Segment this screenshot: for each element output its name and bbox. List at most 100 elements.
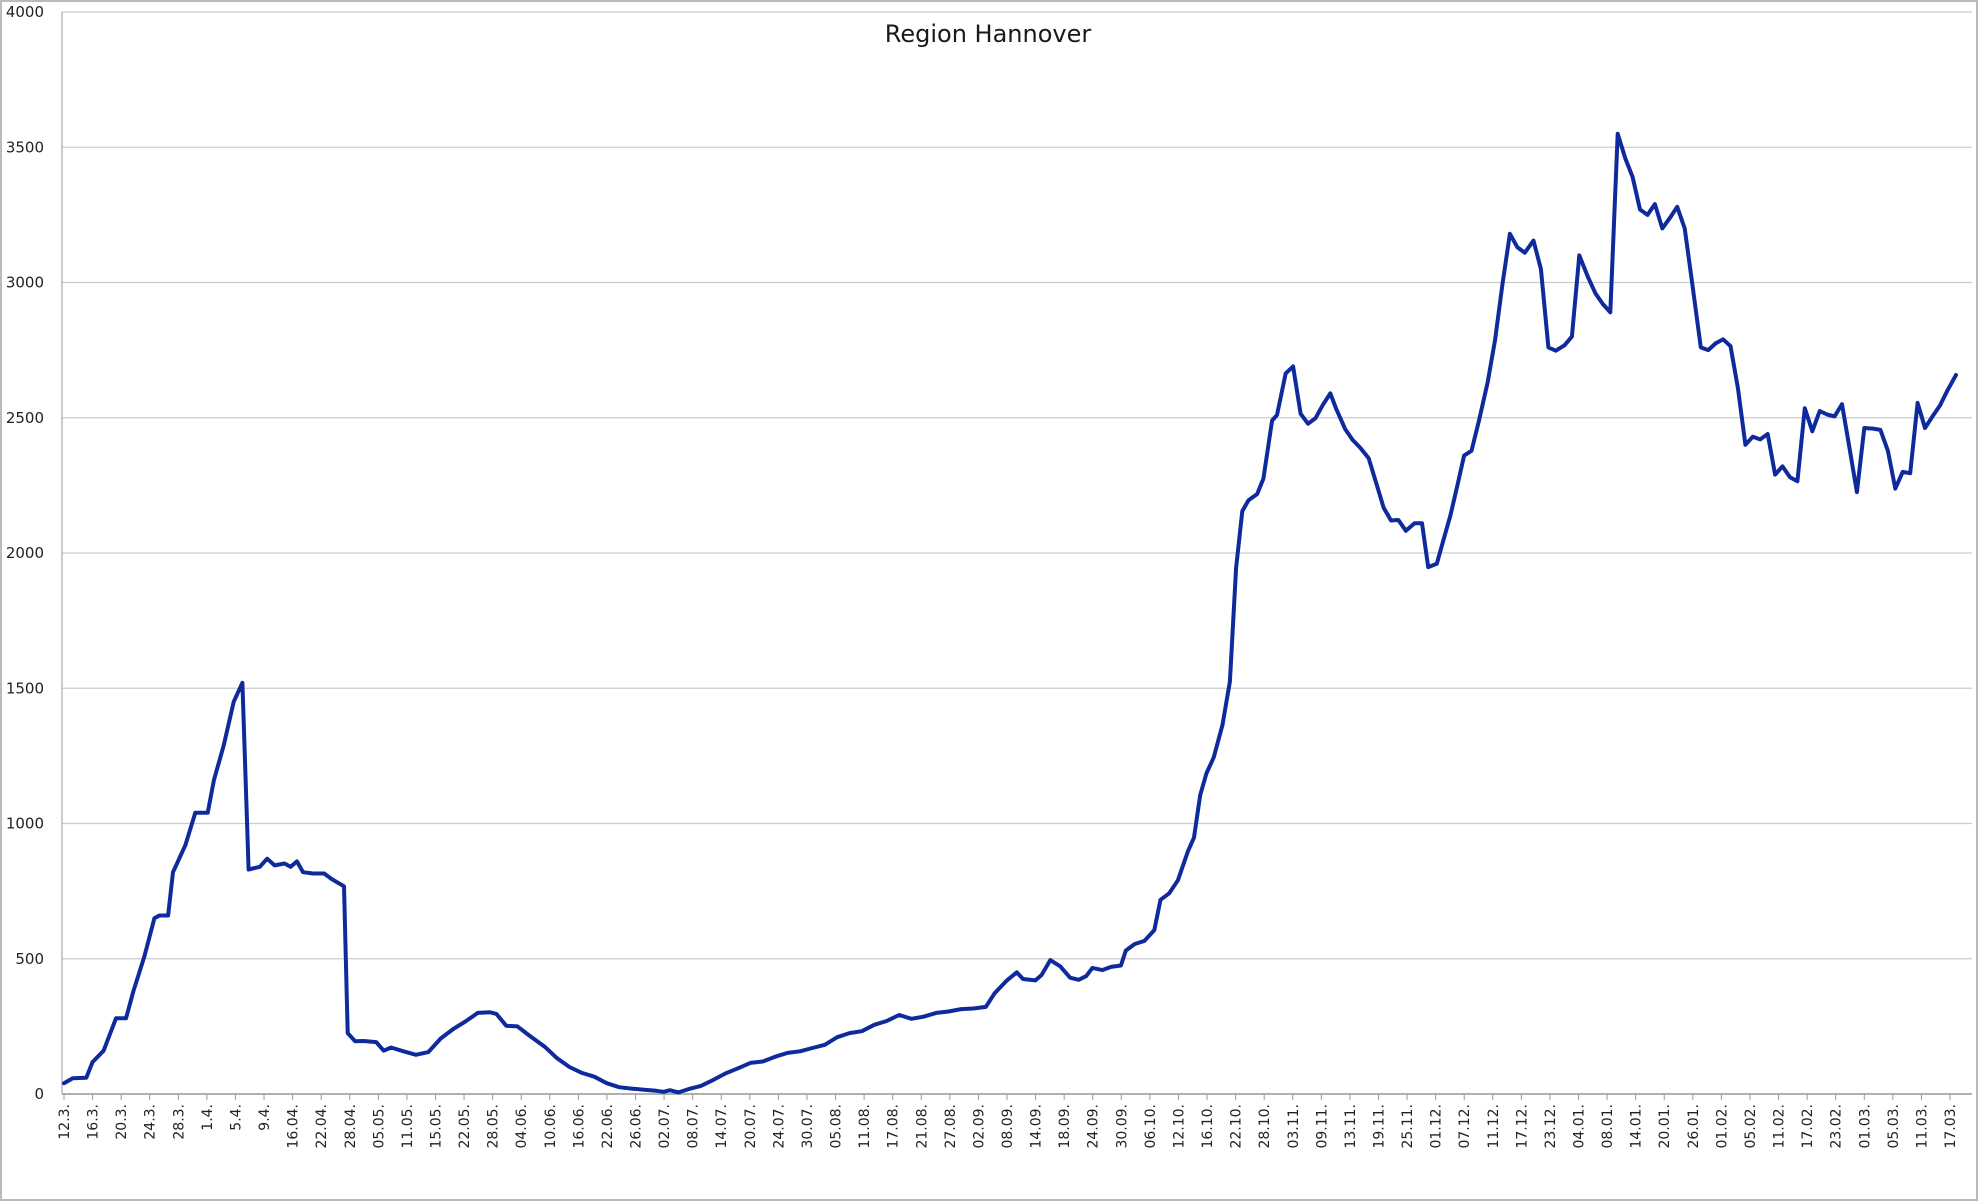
y-tick-label: 1500 xyxy=(6,679,44,697)
data-point xyxy=(810,1046,814,1050)
x-tick-label: 12.3. xyxy=(57,1104,73,1140)
x-tick-label: 08.01. xyxy=(1600,1104,1616,1149)
data-point xyxy=(1803,406,1807,410)
data-point xyxy=(1795,479,1799,483)
data-point xyxy=(1040,973,1044,977)
data-point xyxy=(1938,404,1942,408)
data-point xyxy=(1886,449,1890,453)
data-point xyxy=(1871,427,1875,431)
x-tick-label: 17.02. xyxy=(1800,1104,1816,1149)
data-point xyxy=(786,1051,790,1055)
data-point xyxy=(311,872,315,876)
data-point xyxy=(488,1010,492,1014)
data-point xyxy=(1005,978,1009,982)
data-point xyxy=(1810,429,1814,433)
data-point xyxy=(1653,202,1657,206)
data-point xyxy=(1470,449,1474,453)
x-tick-label: 20.01. xyxy=(1657,1104,1673,1149)
data-point xyxy=(322,872,326,876)
data-point xyxy=(342,884,346,888)
data-point xyxy=(1048,958,1052,962)
x-tick-label: 16.3. xyxy=(86,1104,102,1140)
data-point xyxy=(1758,437,1762,441)
data-point xyxy=(823,1043,827,1047)
data-point xyxy=(761,1060,765,1064)
data-point xyxy=(947,1010,951,1014)
data-point xyxy=(897,1013,901,1017)
data-point xyxy=(1270,419,1274,423)
data-point xyxy=(143,954,147,958)
data-point xyxy=(1462,454,1466,458)
data-point xyxy=(171,870,175,874)
data-point xyxy=(353,1039,357,1043)
data-point xyxy=(1554,349,1558,353)
data-point xyxy=(382,1049,386,1053)
data-point xyxy=(1923,426,1927,430)
data-point xyxy=(131,989,135,993)
data-point xyxy=(504,1024,508,1028)
x-tick-label: 04.01. xyxy=(1572,1104,1588,1149)
x-tick-label: 05.08. xyxy=(829,1104,845,1149)
data-point xyxy=(71,1076,75,1080)
data-point xyxy=(301,870,305,874)
data-point xyxy=(1186,850,1190,854)
data-point xyxy=(1593,291,1597,295)
data-point xyxy=(362,1039,366,1043)
x-tick-label: 20.07. xyxy=(743,1104,759,1149)
x-tick-label: 07.12. xyxy=(1457,1104,1473,1149)
x-tick-label: 12.10. xyxy=(1171,1104,1187,1149)
x-tick-label: 11.03. xyxy=(1914,1104,1930,1149)
x-tick-label: 26.01. xyxy=(1686,1104,1702,1149)
data-point xyxy=(1343,427,1347,431)
data-point xyxy=(1847,446,1851,450)
data-point xyxy=(1608,310,1612,314)
data-point xyxy=(102,1049,106,1053)
x-tick-label: 16.04. xyxy=(286,1104,302,1149)
data-point xyxy=(84,1076,88,1080)
data-point xyxy=(516,1024,520,1028)
data-point xyxy=(1714,341,1718,345)
x-tick-label: 08.07. xyxy=(686,1104,702,1149)
x-tick-label: 03.11. xyxy=(1286,1104,1302,1149)
x-tick-label: 17.03. xyxy=(1943,1104,1959,1149)
data-point xyxy=(1306,422,1310,426)
data-point xyxy=(1586,275,1590,279)
data-point xyxy=(1068,976,1072,980)
gridlines xyxy=(62,11,1972,1095)
data-point xyxy=(993,991,997,995)
data-point xyxy=(1291,364,1295,368)
data-point xyxy=(114,1016,118,1020)
data-point xyxy=(389,1046,393,1050)
data-point xyxy=(240,681,244,685)
data-point xyxy=(463,1020,467,1024)
data-point xyxy=(1015,970,1019,974)
data-point xyxy=(1033,978,1037,982)
data-point xyxy=(1631,175,1635,179)
data-point xyxy=(872,1023,876,1027)
data-point xyxy=(1736,386,1740,390)
data-point xyxy=(1486,381,1490,385)
data-point xyxy=(1675,205,1679,209)
data-point xyxy=(1855,490,1859,494)
data-point xyxy=(642,1088,646,1092)
x-tick-label: 05.02. xyxy=(1743,1104,1759,1149)
x-tick-label: 28.10. xyxy=(1257,1104,1273,1149)
y-tick-label: 2000 xyxy=(6,544,44,562)
data-point xyxy=(476,1011,480,1015)
data-point xyxy=(1351,438,1355,442)
data-point xyxy=(1221,723,1225,727)
x-tick-label: 16.10. xyxy=(1200,1104,1216,1149)
data-point xyxy=(1515,245,1519,249)
data-point xyxy=(1167,891,1171,895)
data-point xyxy=(1255,492,1259,496)
data-point xyxy=(374,1040,378,1044)
x-tick-label: 28.04. xyxy=(343,1104,359,1149)
data-point xyxy=(1577,253,1581,257)
data-point xyxy=(1284,371,1288,375)
data-point xyxy=(1228,680,1232,684)
x-tick-label: 10.06. xyxy=(543,1104,559,1149)
data-point xyxy=(1124,949,1128,953)
data-point xyxy=(1477,419,1481,423)
data-point xyxy=(1084,974,1088,978)
data-point xyxy=(1367,456,1371,460)
